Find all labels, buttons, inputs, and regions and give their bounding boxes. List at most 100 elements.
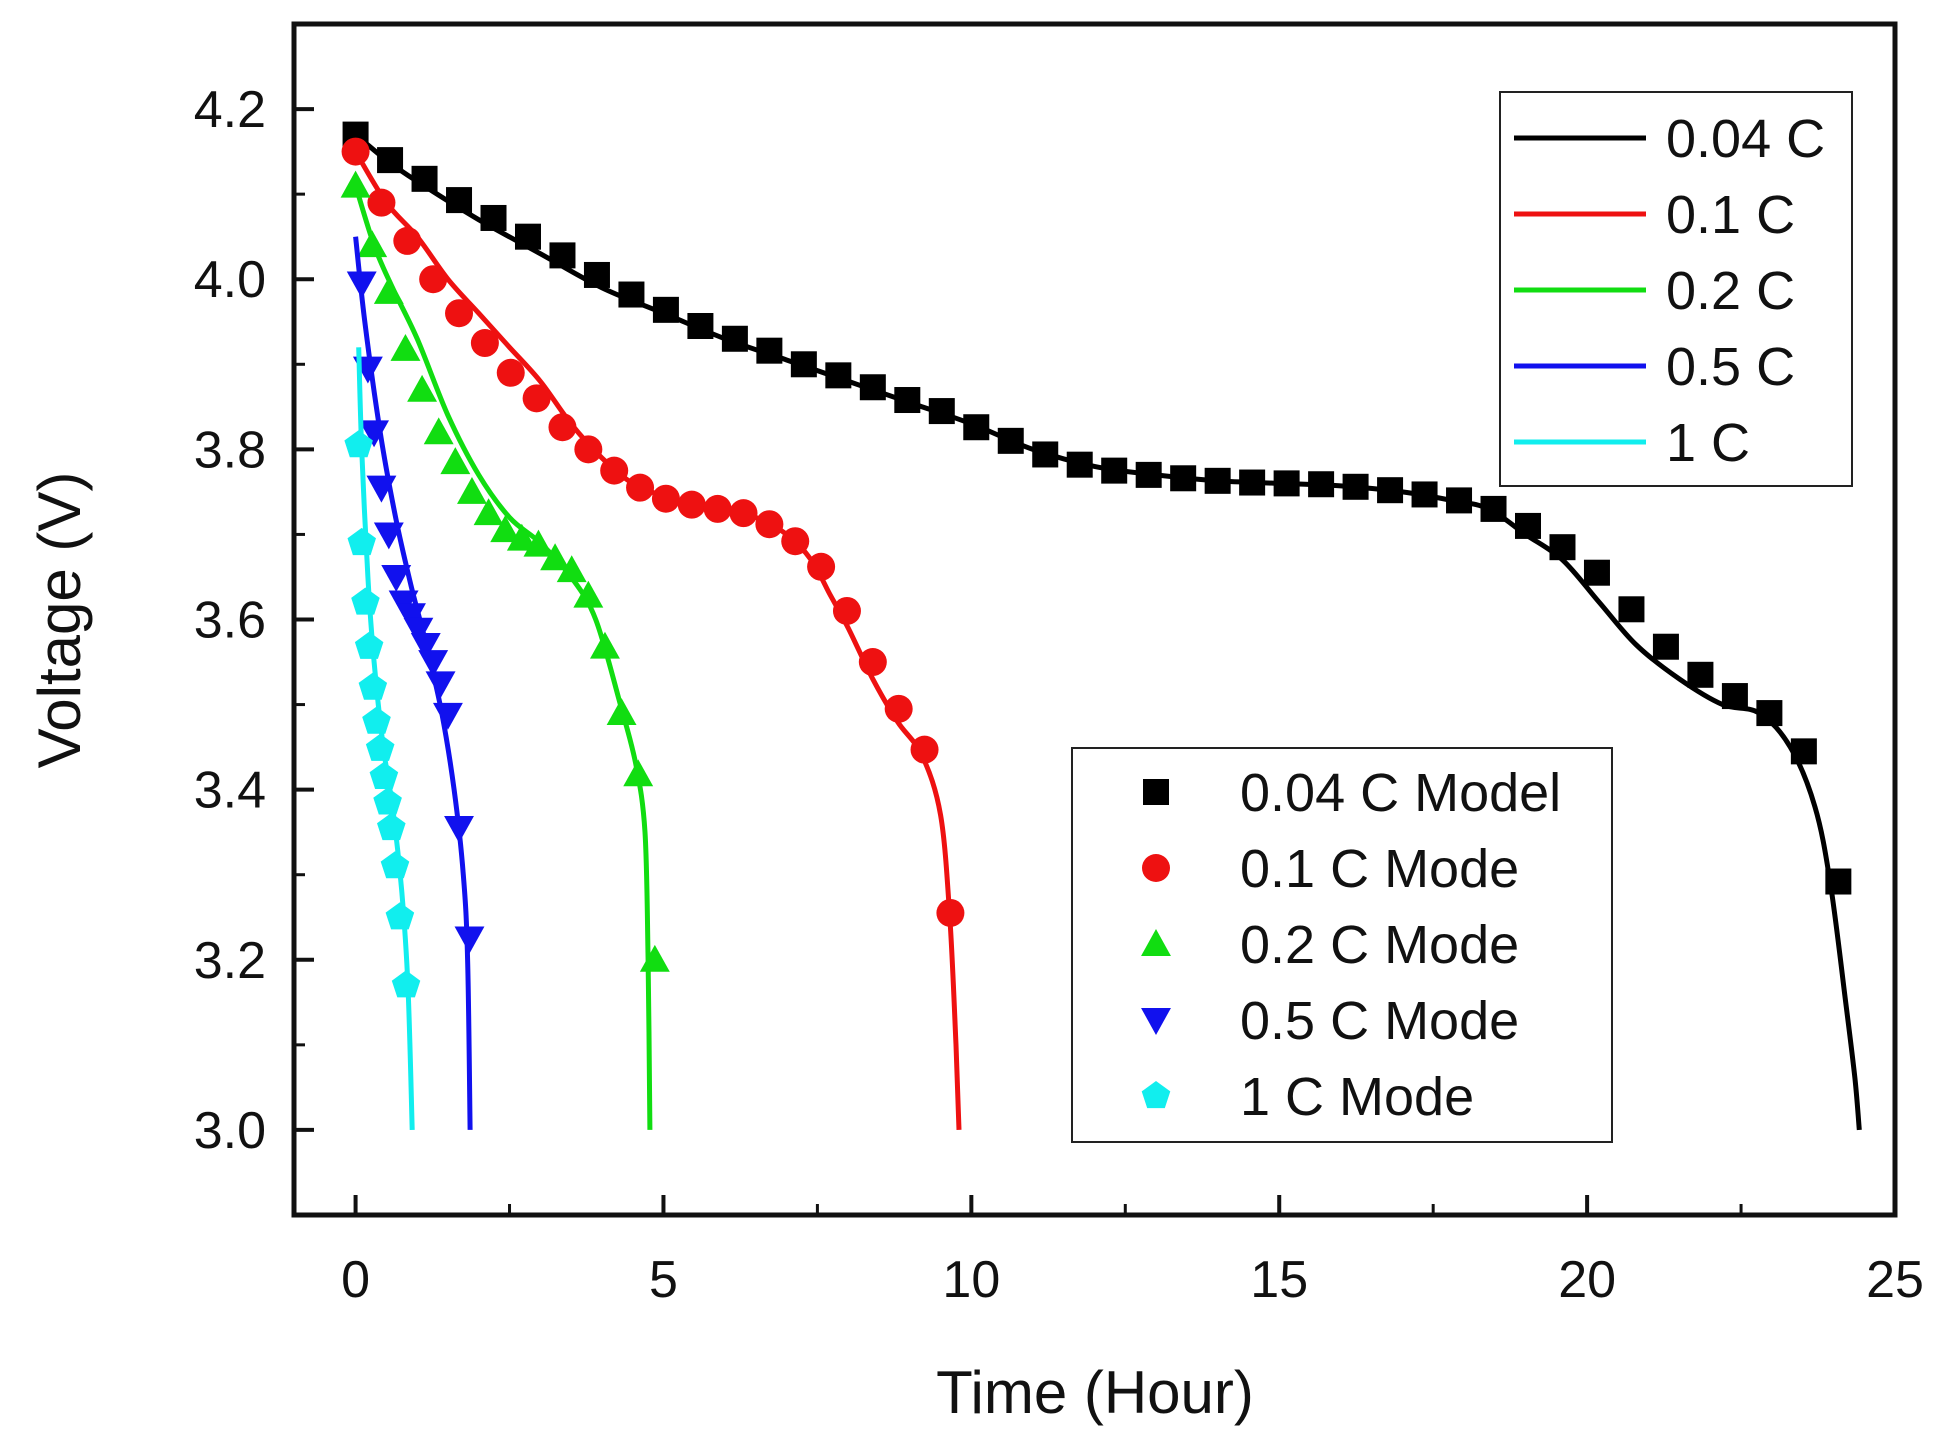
- series-0-5-c: [346, 236, 485, 1130]
- data-point-0-1-c: [496, 358, 525, 387]
- data-point-0-04-c: [894, 387, 921, 414]
- legend-lines-label: 0.1 C: [1666, 185, 1795, 245]
- data-point-0-04-c: [687, 313, 714, 340]
- data-point-1-c: [351, 587, 380, 615]
- data-point-0-5-c: [346, 271, 377, 299]
- legend-lines-item: 0.5 C: [1514, 337, 1795, 397]
- legend-lines-item: 1 C: [1514, 413, 1750, 473]
- data-point-0-04-c: [1204, 467, 1231, 494]
- data-point-1-c: [369, 761, 399, 789]
- x-tick-label: 0: [341, 1251, 370, 1309]
- data-point-0-04-c: [1790, 738, 1817, 765]
- data-point-0-1-c: [832, 596, 861, 625]
- legend-lines-item: 0.1 C: [1514, 185, 1795, 245]
- data-point-0-04-c: [1480, 495, 1507, 522]
- data-point-0-1-c: [677, 490, 706, 519]
- data-point-1-c: [344, 430, 373, 458]
- data-point-0-5-c: [432, 702, 463, 730]
- y-tick-label: 3.8: [194, 421, 266, 479]
- data-point-0-04-c: [1446, 487, 1473, 514]
- data-point-0-1-c: [910, 735, 939, 764]
- data-point-0-04-c: [825, 362, 852, 389]
- data-point-0-5-c: [381, 565, 412, 592]
- data-point-0-2-c: [590, 631, 620, 659]
- data-point-0-2-c: [373, 277, 404, 304]
- x-tick-label: 20: [1558, 1251, 1616, 1309]
- legend-marker-swatch: [1141, 1081, 1171, 1109]
- data-point-0-2-c: [573, 580, 604, 608]
- data-point-0-04-c: [411, 165, 438, 192]
- data-point-0-5-c: [418, 650, 449, 677]
- legend-marker-swatch: [1143, 779, 1169, 805]
- legend-lines-label: 0.04 C: [1666, 109, 1825, 169]
- data-point-0-2-c: [540, 543, 571, 571]
- data-point-0-5-c: [444, 815, 474, 843]
- data-point-0-04-c: [1618, 596, 1645, 623]
- legend-lines: 0.04 C 0.1 C 0.2 C 0.5 C 1 C: [1499, 91, 1853, 487]
- x-tick-label: 15: [1250, 1251, 1308, 1309]
- data-point-0-04-c: [859, 374, 886, 401]
- data-point-0-1-c: [470, 329, 499, 358]
- data-point-0-1-c: [651, 484, 680, 513]
- data-point-0-1-c: [729, 499, 758, 528]
- data-point-0-04-c: [618, 281, 645, 308]
- data-point-1-c: [358, 672, 388, 700]
- legend-markers-label: 0.5 C Mode: [1240, 991, 1519, 1051]
- legend-lines-label: 0.5 C: [1666, 337, 1795, 397]
- data-point-1-c: [377, 812, 406, 841]
- legend-markers-label: 0.2 C Mode: [1240, 915, 1519, 975]
- legend-lines-item: 0.04 C: [1514, 109, 1825, 169]
- data-point-0-1-c: [703, 494, 732, 523]
- series-0-04-c: [342, 121, 1862, 1131]
- data-point-0-04-c: [1825, 868, 1852, 895]
- data-point-0-04-c: [1377, 477, 1404, 504]
- series-layer: [340, 121, 1862, 1131]
- legend-markers-item: 0.5 C Mode: [1141, 991, 1519, 1051]
- data-point-0-2-c: [440, 447, 471, 475]
- data-point-0-2-c: [473, 498, 504, 526]
- data-point-0-04-c: [928, 398, 955, 425]
- legend-markers-label: 1 C Mode: [1240, 1067, 1474, 1127]
- data-point-0-04-c: [377, 147, 404, 174]
- series-0-1-c: [341, 137, 965, 1130]
- legend-marker-swatch: [1141, 929, 1171, 956]
- data-point-0-1-c: [419, 265, 448, 294]
- data-point-0-04-c: [1342, 473, 1369, 500]
- data-point-0-04-c: [1652, 633, 1679, 660]
- data-point-0-04-c: [1135, 461, 1162, 488]
- series-0-2-c: [340, 170, 670, 1130]
- data-point-0-2-c: [556, 555, 587, 583]
- data-point-0-2-c: [457, 476, 487, 504]
- data-point-0-1-c: [755, 510, 784, 539]
- y-tick-label: 3.0: [194, 1102, 266, 1160]
- y-axis-title: Voltage (V): [26, 472, 93, 769]
- data-point-0-2-c: [423, 417, 454, 445]
- data-point-0-04-c: [446, 187, 473, 214]
- data-point-0-04-c: [1170, 465, 1197, 492]
- legend-markers-label: 0.04 C Model: [1240, 763, 1561, 823]
- data-point-0-1-c: [367, 188, 396, 217]
- data-point-0-04-c: [480, 204, 507, 231]
- data-point-0-2-c: [606, 698, 637, 726]
- data-point-0-1-c: [936, 898, 965, 927]
- data-point-0-04-c: [1101, 457, 1128, 484]
- legend-markers-item: 0.04 C Model: [1143, 763, 1561, 823]
- legend-markers: 0.04 C Model 0.1 C Mode 0.2 C Mode 0.5 C Mo…: [1071, 747, 1613, 1143]
- plot-frame: [291, 21, 1898, 1218]
- data-point-0-2-c: [357, 230, 388, 258]
- data-point-0-04-c: [1687, 661, 1714, 688]
- data-point-0-2-c: [407, 374, 438, 402]
- data-point-0-04-c: [1032, 441, 1059, 468]
- y-tick-label: 4.2: [194, 81, 266, 139]
- legend-lines-label: 0.2 C: [1666, 261, 1795, 321]
- data-point-0-1-c: [393, 226, 422, 255]
- data-point-0-5-c: [454, 926, 485, 954]
- data-point-0-04-c: [790, 351, 817, 378]
- legend-lines-label: 1 C: [1666, 413, 1750, 473]
- data-point-1-c: [385, 902, 415, 930]
- tick-layer: 0 5 10 15 20 25 3.0 3.2 3.4 3.6 3.8 4.0 4.2: [194, 81, 1924, 1309]
- data-point-0-1-c: [807, 552, 836, 581]
- y-tick-label: 4.0: [194, 251, 266, 309]
- data-point-0-2-c: [340, 170, 371, 198]
